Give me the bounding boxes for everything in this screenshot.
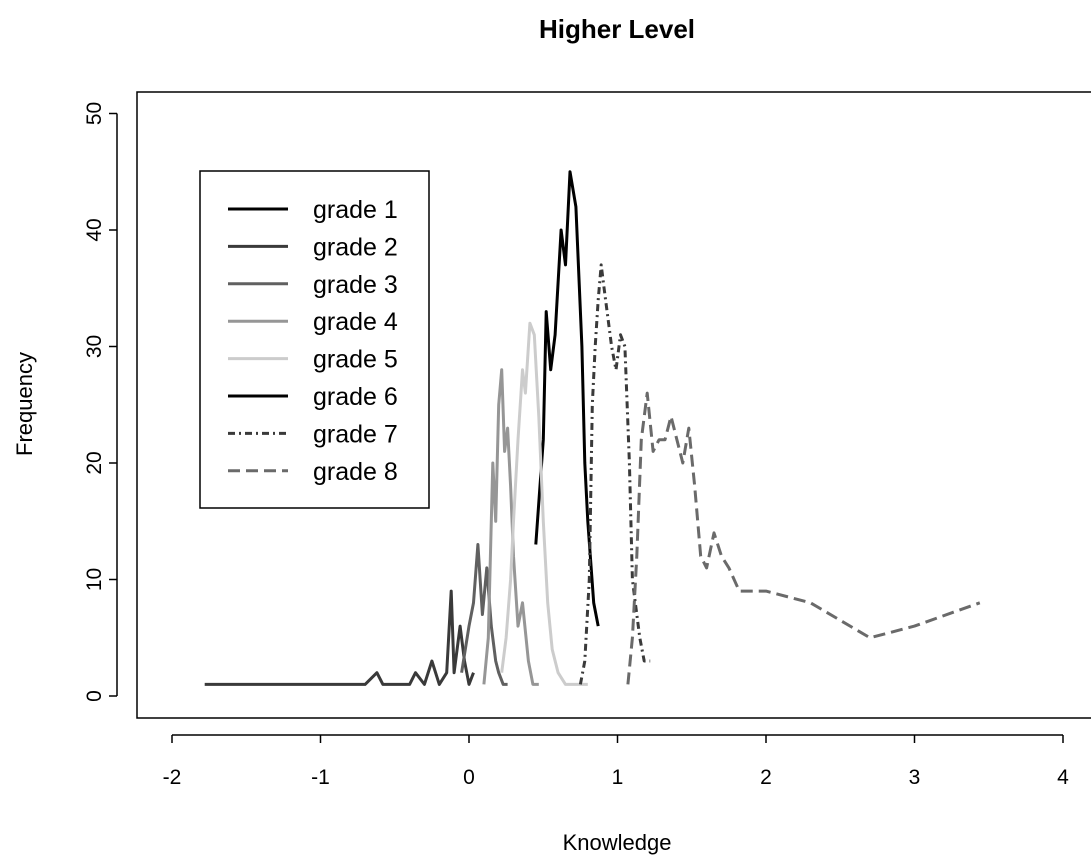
legend-label: grade 3: [313, 271, 398, 299]
x-tick-label: -2: [163, 766, 182, 789]
series-line-grade-2: [204, 589, 475, 686]
y-tick-label: 50: [83, 102, 106, 125]
x-axis: -2 -1 0 1 2 3 4: [163, 734, 1069, 789]
series-line-grade-5: [500, 321, 588, 686]
legend-label: grade 6: [313, 383, 398, 411]
legend-label: grade 2: [313, 233, 398, 261]
x-tick-label: 1: [612, 766, 624, 789]
y-tick-label: 40: [83, 218, 106, 241]
y-tick-label: 30: [83, 335, 106, 358]
series-line-grade-1: [534, 170, 600, 627]
plot-frame: [136, 91, 1091, 719]
x-tick-label: 2: [760, 766, 772, 789]
legend-label: grade 5: [313, 346, 398, 374]
legend-box: [199, 170, 430, 509]
x-tick-label: 4: [1057, 766, 1069, 789]
series-line-grade-4: [482, 368, 539, 686]
x-axis-label: Knowledge: [563, 830, 672, 855]
x-tick-label: 0: [463, 766, 475, 789]
x-tick-label: 3: [909, 766, 921, 789]
x-tick-label: -1: [311, 766, 330, 789]
legend-label: grade 7: [313, 420, 398, 448]
y-tick-label: 10: [83, 568, 106, 591]
series-line-grade-7: [578, 263, 651, 685]
y-axis-label: Frequency: [12, 352, 37, 456]
chart-title: Higher Level: [539, 14, 695, 44]
legend-label: grade 1: [313, 196, 398, 224]
series-lines: [204, 170, 981, 686]
legend-label: grade 4: [313, 308, 398, 336]
y-tick-label: 0: [83, 690, 106, 702]
series-line-grade-3: [460, 543, 508, 686]
y-axis: 0 10 20 30 40 50: [83, 102, 118, 702]
series-line-grade-8: [626, 391, 981, 685]
legend: grade 1 grade 2 grade 3 grade 4 grade 5 grade…: [199, 170, 430, 509]
y-tick-label: 20: [83, 451, 106, 474]
legend-label: grade 8: [313, 458, 398, 486]
